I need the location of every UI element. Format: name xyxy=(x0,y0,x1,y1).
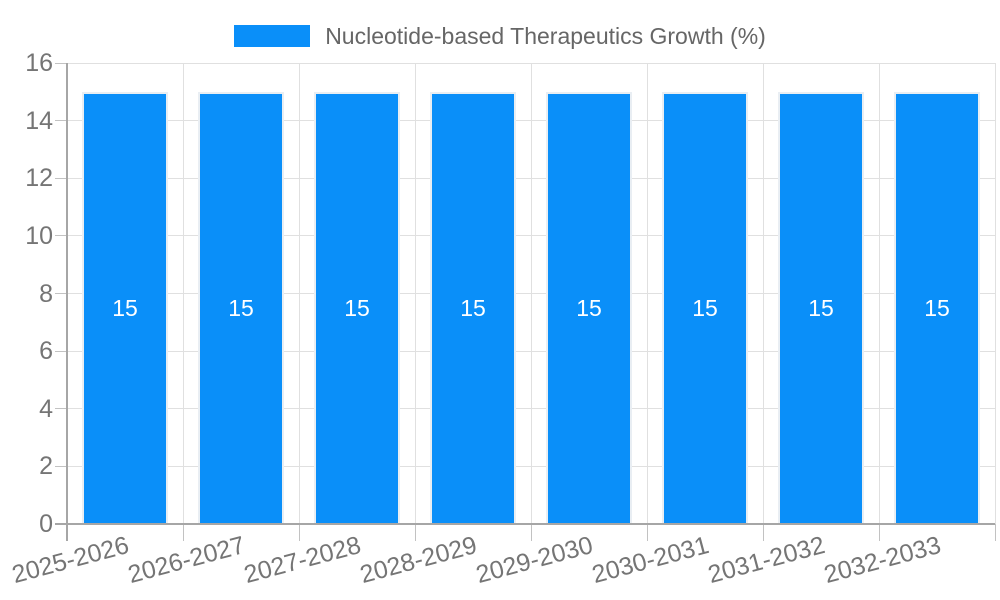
y-tick-mark xyxy=(55,465,67,467)
bar-value-label: 15 xyxy=(228,295,254,322)
x-gridline xyxy=(298,63,300,524)
bar-value-label: 15 xyxy=(924,295,950,322)
y-axis-tick-label: 8 xyxy=(39,279,53,308)
y-tick-mark xyxy=(55,408,67,410)
y-axis-tick-label: 0 xyxy=(39,510,53,538)
bar-value-label: 15 xyxy=(808,295,834,322)
x-tick-mark xyxy=(878,524,880,541)
bar[interactable]: 15 xyxy=(894,91,980,524)
bar-value-label: 15 xyxy=(576,295,602,322)
y-tick-mark xyxy=(55,350,67,352)
x-gridline xyxy=(182,63,184,524)
x-axis-tick-label: 2028-2029 xyxy=(357,531,481,589)
y-axis-tick-label: 10 xyxy=(25,221,53,250)
y-axis-tick-label: 16 xyxy=(25,49,53,77)
x-tick-mark xyxy=(762,524,764,541)
bar-value-label: 15 xyxy=(460,295,486,322)
x-tick-mark xyxy=(530,524,532,541)
x-tick-mark xyxy=(414,524,416,541)
x-gridline xyxy=(878,63,880,524)
x-axis-tick-label: 2027-2028 xyxy=(241,531,365,589)
legend-swatch-icon xyxy=(234,25,311,47)
x-axis-tick-label: 2029-2030 xyxy=(473,531,597,589)
x-tick-mark xyxy=(646,524,648,541)
x-axis-tick-label: 2026-2027 xyxy=(125,531,249,589)
bar-value-label: 15 xyxy=(112,295,138,322)
y-axis-tick-label: 4 xyxy=(39,394,53,423)
y-tick-mark xyxy=(55,62,67,64)
x-gridline xyxy=(414,63,416,524)
x-gridline xyxy=(994,63,996,524)
bar[interactable]: 15 xyxy=(546,91,632,524)
y-tick-mark xyxy=(55,293,67,294)
y-axis-tick-label: 14 xyxy=(25,106,53,135)
y-tick-mark xyxy=(55,177,67,179)
bar-value-label: 15 xyxy=(344,295,370,322)
x-axis-tick-label: 2032-2033 xyxy=(821,531,945,589)
bar[interactable]: 15 xyxy=(82,91,168,524)
x-gridline xyxy=(762,63,764,524)
bar-value-label: 15 xyxy=(692,295,718,322)
x-axis-line xyxy=(55,523,995,525)
x-gridline xyxy=(530,63,532,524)
y-axis-tick-label: 12 xyxy=(25,164,53,193)
y-axis-tick-label: 2 xyxy=(39,452,53,481)
y-axis-tick-label: 6 xyxy=(39,337,53,366)
legend[interactable]: Nucleotide-based Therapeutics Growth (%) xyxy=(0,22,1000,50)
x-axis-tick-label: 2025-2026 xyxy=(9,531,133,589)
y-axis-line xyxy=(66,63,68,541)
y-tick-mark xyxy=(55,235,67,237)
legend-label: Nucleotide-based Therapeutics Growth (%) xyxy=(325,22,766,49)
bar[interactable]: 15 xyxy=(778,91,864,524)
bar[interactable]: 15 xyxy=(198,91,284,524)
x-gridline xyxy=(646,63,648,524)
x-axis-tick-label: 2031-2032 xyxy=(705,531,829,589)
bar[interactable]: 15 xyxy=(314,91,400,524)
y-tick-mark xyxy=(55,120,67,122)
x-tick-mark xyxy=(994,524,996,541)
x-tick-mark xyxy=(182,524,184,541)
x-axis-tick-label: 2030-2031 xyxy=(589,531,713,589)
bar[interactable]: 15 xyxy=(662,91,748,524)
bar[interactable]: 15 xyxy=(430,91,516,524)
x-tick-mark xyxy=(298,524,300,541)
